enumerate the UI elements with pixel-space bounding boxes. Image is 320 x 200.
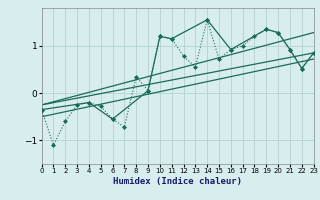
X-axis label: Humidex (Indice chaleur): Humidex (Indice chaleur) [113,177,242,186]
